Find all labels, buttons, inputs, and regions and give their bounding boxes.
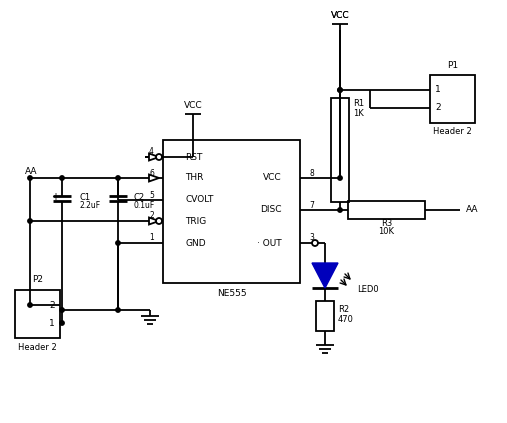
Circle shape xyxy=(60,321,64,325)
Circle shape xyxy=(338,88,342,92)
Text: 2: 2 xyxy=(435,104,441,113)
Text: 1: 1 xyxy=(435,85,441,94)
Text: Header 2: Header 2 xyxy=(18,343,57,352)
Bar xyxy=(163,140,300,283)
Text: 10K: 10K xyxy=(379,228,394,236)
Circle shape xyxy=(28,176,32,180)
Circle shape xyxy=(156,154,162,160)
Text: 1: 1 xyxy=(49,319,55,327)
Text: P2: P2 xyxy=(32,275,43,285)
Text: C2: C2 xyxy=(134,193,145,203)
Text: 4: 4 xyxy=(149,148,154,157)
Bar xyxy=(316,301,334,331)
Text: · OUT: · OUT xyxy=(258,239,282,247)
Text: C1: C1 xyxy=(80,193,91,203)
Text: RST: RST xyxy=(185,153,202,162)
Text: R1: R1 xyxy=(353,99,364,109)
Text: 3: 3 xyxy=(309,233,314,242)
Bar xyxy=(15,290,60,338)
Text: AA: AA xyxy=(466,206,479,214)
Circle shape xyxy=(116,176,120,180)
Text: R2: R2 xyxy=(338,305,349,313)
Text: 0.1uF: 0.1uF xyxy=(134,201,155,211)
Text: GND: GND xyxy=(185,239,206,247)
Polygon shape xyxy=(312,263,338,288)
Text: AA: AA xyxy=(25,168,38,176)
Text: NE555: NE555 xyxy=(216,288,246,297)
Text: LED0: LED0 xyxy=(357,286,379,294)
Circle shape xyxy=(312,240,318,246)
Bar xyxy=(331,98,349,202)
Text: 470: 470 xyxy=(338,314,354,324)
Circle shape xyxy=(60,176,64,180)
Circle shape xyxy=(60,308,64,312)
Bar xyxy=(348,201,425,219)
Text: 5: 5 xyxy=(149,190,154,200)
Text: 2.2uF: 2.2uF xyxy=(80,201,101,211)
Circle shape xyxy=(156,218,162,224)
Circle shape xyxy=(338,88,342,92)
Text: CVOLT: CVOLT xyxy=(185,195,213,204)
Circle shape xyxy=(338,208,342,212)
Text: 2: 2 xyxy=(49,300,55,310)
Text: +: + xyxy=(51,192,59,202)
Circle shape xyxy=(116,308,120,312)
Bar xyxy=(430,75,475,123)
Circle shape xyxy=(28,219,32,223)
Text: 7: 7 xyxy=(309,201,314,209)
Text: Header 2: Header 2 xyxy=(433,127,472,137)
Polygon shape xyxy=(149,217,159,225)
Text: 8: 8 xyxy=(309,168,314,178)
Polygon shape xyxy=(149,154,159,160)
Text: VCC: VCC xyxy=(331,11,349,20)
Text: R3: R3 xyxy=(381,220,392,228)
Text: VCC: VCC xyxy=(263,173,282,182)
Text: TRIG: TRIG xyxy=(185,217,206,225)
Circle shape xyxy=(28,303,32,307)
Circle shape xyxy=(116,241,120,245)
Circle shape xyxy=(338,176,342,180)
Polygon shape xyxy=(149,175,159,181)
Text: 1K: 1K xyxy=(353,109,364,118)
Text: VCC: VCC xyxy=(184,102,202,110)
Text: 2: 2 xyxy=(149,212,154,220)
Text: 6: 6 xyxy=(149,168,154,178)
Text: THR: THR xyxy=(185,173,203,182)
Text: VCC: VCC xyxy=(331,11,349,20)
Text: P1: P1 xyxy=(447,60,458,69)
Text: 1: 1 xyxy=(149,233,154,242)
Text: DISC: DISC xyxy=(261,206,282,214)
